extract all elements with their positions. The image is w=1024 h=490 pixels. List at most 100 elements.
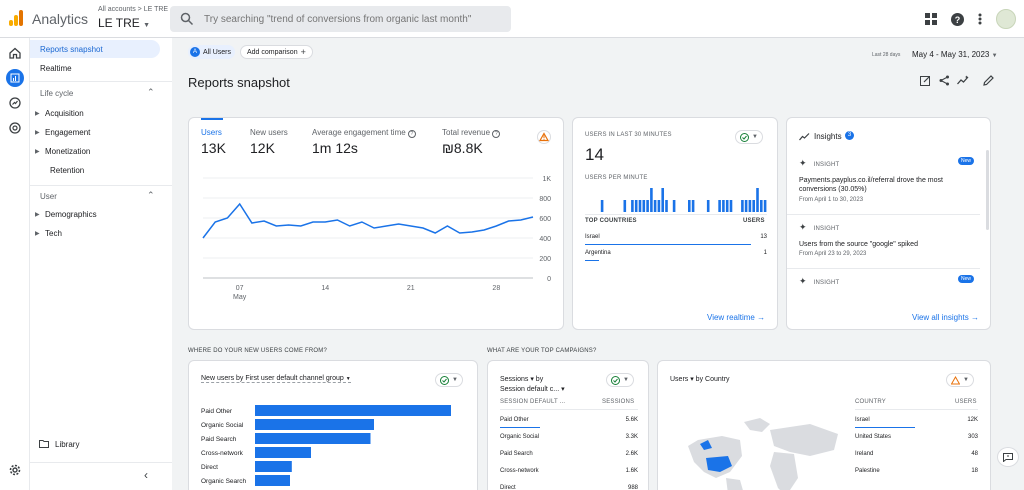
metric-users-label[interactable]: Users xyxy=(201,128,222,137)
warning-chip[interactable]: ▼ xyxy=(946,373,974,387)
avatar[interactable] xyxy=(996,9,1016,29)
insight-date: From April 1 to 30, 2023 xyxy=(799,197,864,203)
view-realtime-link[interactable]: View realtime → xyxy=(707,313,765,322)
trend-sparkle-icon xyxy=(799,133,810,141)
country-row-name[interactable]: Israel xyxy=(585,234,600,240)
campaign-row[interactable]: Direct 988 xyxy=(500,485,638,490)
expand-arrow-icon: ▶ xyxy=(35,211,40,218)
nav-section-life-cycle[interactable]: Life cycle xyxy=(40,89,74,98)
info-icon: ? xyxy=(407,130,416,138)
view-all-insights-link[interactable]: View all insights → xyxy=(912,313,979,322)
advertising-icon[interactable] xyxy=(6,119,24,137)
chevron-up-icon[interactable]: ⌃ xyxy=(147,87,155,97)
feedback-icon[interactable] xyxy=(997,447,1019,467)
insight-item[interactable]: ✦ INSIGHT xyxy=(799,221,839,233)
minute-bar xyxy=(729,200,733,212)
world-map[interactable] xyxy=(670,416,840,490)
nav-item-retention[interactable]: Retention xyxy=(50,165,85,175)
nav-item-monetization[interactable]: ▶ Monetization xyxy=(30,142,90,160)
metric-engagement-value: 1m 12s xyxy=(312,140,358,156)
minute-bar xyxy=(631,200,634,212)
date-range-picker[interactable]: May 4 - May 31, 2023 ▼ xyxy=(912,50,998,59)
data-quality-chip[interactable]: ▼ xyxy=(735,130,763,144)
nav-realtime[interactable]: Realtime xyxy=(40,63,72,73)
category-label: Paid Search xyxy=(201,436,237,443)
arrow-right-icon: → xyxy=(971,313,980,322)
collapse-nav-icon[interactable]: ‹ xyxy=(144,468,148,482)
edit-pencil-icon[interactable] xyxy=(982,74,994,86)
campaign-row[interactable]: Organic Social 3.3K xyxy=(500,434,638,448)
nav-item-tech[interactable]: ▶ Tech xyxy=(30,224,62,242)
new-users-card: New users by First user default channel … xyxy=(188,360,478,490)
search-box[interactable] xyxy=(170,6,511,32)
expand-arrow-icon: ▶ xyxy=(35,230,40,237)
share-icon[interactable] xyxy=(938,74,950,86)
new-users-dimension-dropdown[interactable]: New users by First user default channel … xyxy=(201,375,351,383)
chevron-up-icon[interactable]: ⌃ xyxy=(147,190,155,200)
insights-trend-icon[interactable] xyxy=(957,74,969,86)
minute-bar xyxy=(653,200,657,212)
add-comparison-button[interactable]: Add comparison + xyxy=(240,45,313,59)
scrollbar[interactable] xyxy=(986,150,989,230)
metric-new-users-label[interactable]: New users xyxy=(250,128,288,137)
explore-icon[interactable] xyxy=(6,94,24,112)
campaigns-dimension-dropdown[interactable]: Sessions ▾ by Session default c... ▾ xyxy=(500,375,565,395)
view-realtime-label: View realtime xyxy=(707,313,755,322)
side-nav: Reports snapshot Realtime Life cycle ⌃ ▶… xyxy=(30,38,172,490)
country-row[interactable]: Palestine 18 xyxy=(855,468,978,482)
country-row[interactable]: Israel 12K xyxy=(855,417,978,431)
analytics-logo[interactable] xyxy=(9,10,23,26)
search-input[interactable] xyxy=(204,10,504,28)
y-tick-label: 0 xyxy=(547,276,551,283)
new-users-bar-chart[interactable]: Paid Other Organic Social Paid Search Cross… xyxy=(189,401,478,490)
apps-grid-icon[interactable] xyxy=(923,11,939,27)
country-row[interactable]: Ireland 48 xyxy=(855,451,978,465)
metric-engagement-label[interactable]: Average engagement time ? xyxy=(312,128,416,138)
nav-library[interactable]: Library xyxy=(30,435,79,453)
nav-section-user[interactable]: User xyxy=(40,192,57,201)
x-tick-label: 14 xyxy=(321,285,329,292)
channel-bar xyxy=(255,405,451,416)
table-cell-name: Paid Other xyxy=(500,417,529,423)
users-per-minute-chart[interactable] xyxy=(585,186,767,212)
channel-bar xyxy=(255,433,371,444)
more-vert-icon[interactable] xyxy=(972,11,988,27)
data-quality-chip[interactable]: ▼ xyxy=(435,373,463,387)
segment-badge: A xyxy=(190,47,200,57)
expand-arrow-icon: ▶ xyxy=(35,148,40,155)
account-selector[interactable]: LE TRE ▼ xyxy=(98,16,150,30)
country-dimension-dropdown[interactable]: Users ▾ by Country xyxy=(670,376,730,383)
overview-card: Users 13K New users 12K Average engageme… xyxy=(188,117,564,330)
nav-item-acquisition[interactable]: ▶ Acquisition xyxy=(30,104,84,122)
segment-chip[interactable]: A All Users xyxy=(188,45,236,59)
sparkle-icon: ✦ xyxy=(799,222,807,232)
minute-bar xyxy=(718,200,721,212)
warning-icon[interactable] xyxy=(537,130,551,144)
campaign-row[interactable]: Cross-network 1.6K xyxy=(500,468,638,482)
category-label: Organic Search xyxy=(201,478,247,485)
nav-reports-snapshot[interactable]: Reports snapshot xyxy=(30,40,160,58)
campaign-row[interactable]: Paid Search 2.6K xyxy=(500,451,638,465)
minute-bar xyxy=(642,200,646,212)
campaigns-title-line1: Sessions ▾ by xyxy=(500,376,544,383)
campaign-row[interactable]: Paid Other 5.6K xyxy=(500,417,638,431)
data-quality-chip[interactable]: ▼ xyxy=(606,373,634,387)
metric-revenue-label[interactable]: Total revenue ? xyxy=(442,128,501,138)
nav-item-engagement[interactable]: ▶ Engagement xyxy=(30,123,90,141)
plus-icon: + xyxy=(300,47,306,57)
help-icon[interactable]: ? xyxy=(949,11,965,27)
reports-icon[interactable] xyxy=(6,69,24,87)
insight-item[interactable]: ✦ INSIGHT xyxy=(799,275,839,287)
minute-bar xyxy=(763,200,767,212)
x-tick-label: 28 xyxy=(492,285,500,292)
users-line-chart[interactable]: 1K 800 600 400 200 0 07 14 21 28 May xyxy=(189,168,564,308)
customize-report-icon[interactable] xyxy=(919,74,931,86)
table-cell-value: 12K xyxy=(967,417,978,423)
settings-gear-icon[interactable] xyxy=(6,461,24,479)
campaigns-col-header: SESSIONS xyxy=(602,399,635,405)
country-row[interactable]: United States 303 xyxy=(855,434,978,448)
home-icon[interactable] xyxy=(6,44,24,62)
insight-item[interactable]: ✦ INSIGHT xyxy=(799,157,839,169)
nav-item-demographics[interactable]: ▶ Demographics xyxy=(30,205,97,223)
country-row-name[interactable]: Argentina xyxy=(585,250,611,256)
